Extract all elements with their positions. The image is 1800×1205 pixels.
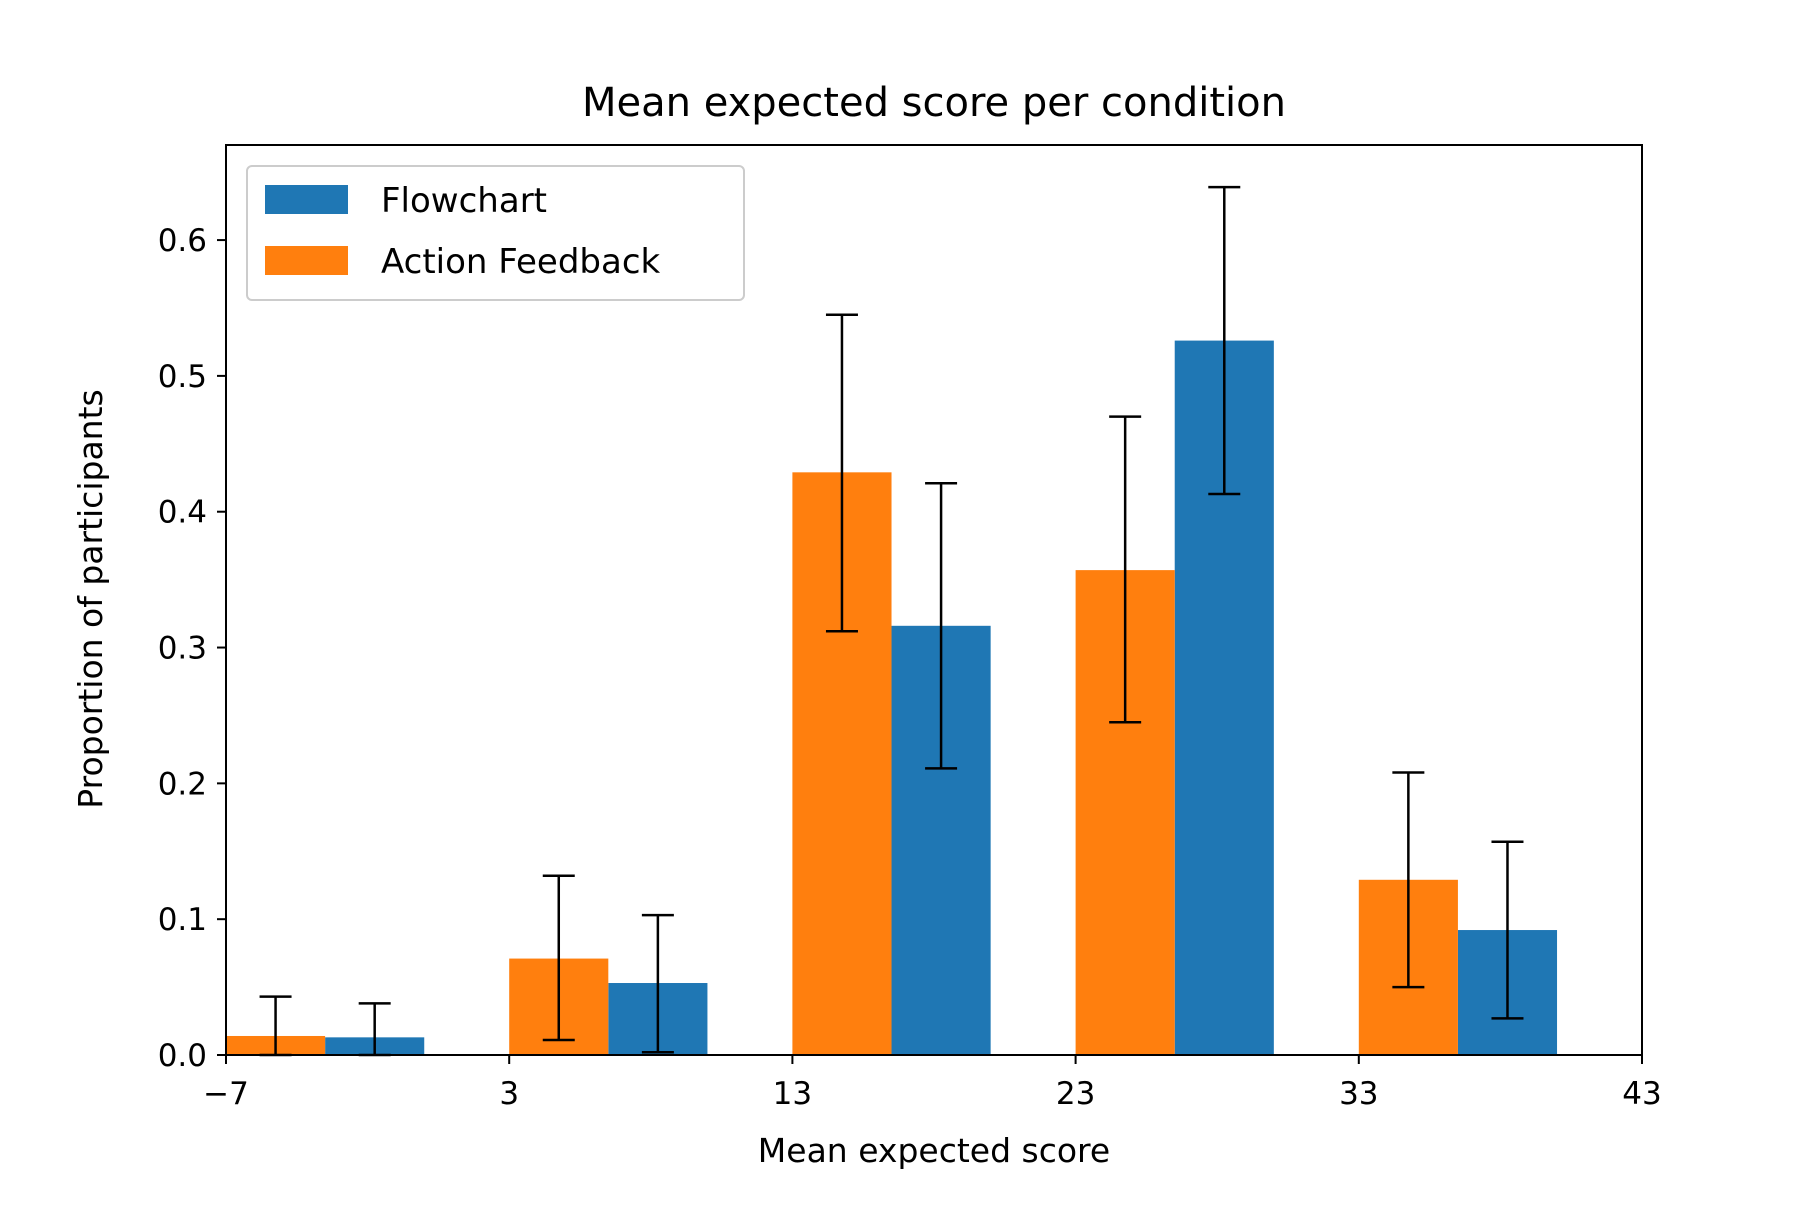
- y-axis-label: Proportion of participants: [71, 389, 110, 808]
- error-bars: [259, 185, 1524, 1057]
- legend: Flowchart Action Feedback: [246, 165, 745, 301]
- y-tick-label: 0.1: [158, 902, 207, 938]
- legend-swatch-action-feedback: [265, 246, 348, 275]
- plot-frame: [225, 144, 1643, 1056]
- legend-swatch-flowchart: [265, 185, 348, 214]
- x-tick-label: 43: [1622, 1076, 1661, 1112]
- x-axis-label: Mean expected score: [758, 1131, 1110, 1170]
- y-tick-label: 0.5: [158, 359, 207, 395]
- legend-box: [246, 165, 745, 301]
- chart-title: Mean expected score per condition: [582, 80, 1286, 126]
- y-tick-label: 0.0: [158, 1038, 207, 1074]
- x-tick-label: 3: [499, 1076, 519, 1112]
- bars: [226, 340, 1558, 1055]
- x-tick-label: −7: [203, 1076, 249, 1112]
- x-tick-label: 23: [1056, 1076, 1095, 1112]
- x-tick-label: 13: [773, 1076, 812, 1112]
- legend-label-flowchart: Flowchart: [381, 181, 547, 221]
- y-tick-label: 0.2: [158, 766, 207, 802]
- x-tick-label: 33: [1339, 1076, 1378, 1112]
- y-tick-label: 0.3: [158, 631, 207, 667]
- y-tick-label: 0.4: [158, 495, 207, 531]
- y-tick-label: 0.6: [158, 223, 207, 259]
- legend-label-action-feedback: Action Feedback: [381, 242, 661, 282]
- axis-ticks: −7 3 13 23 33 43 0.0 0.1 0.2 0.3 0.4 0.5 0.6: [158, 223, 1662, 1112]
